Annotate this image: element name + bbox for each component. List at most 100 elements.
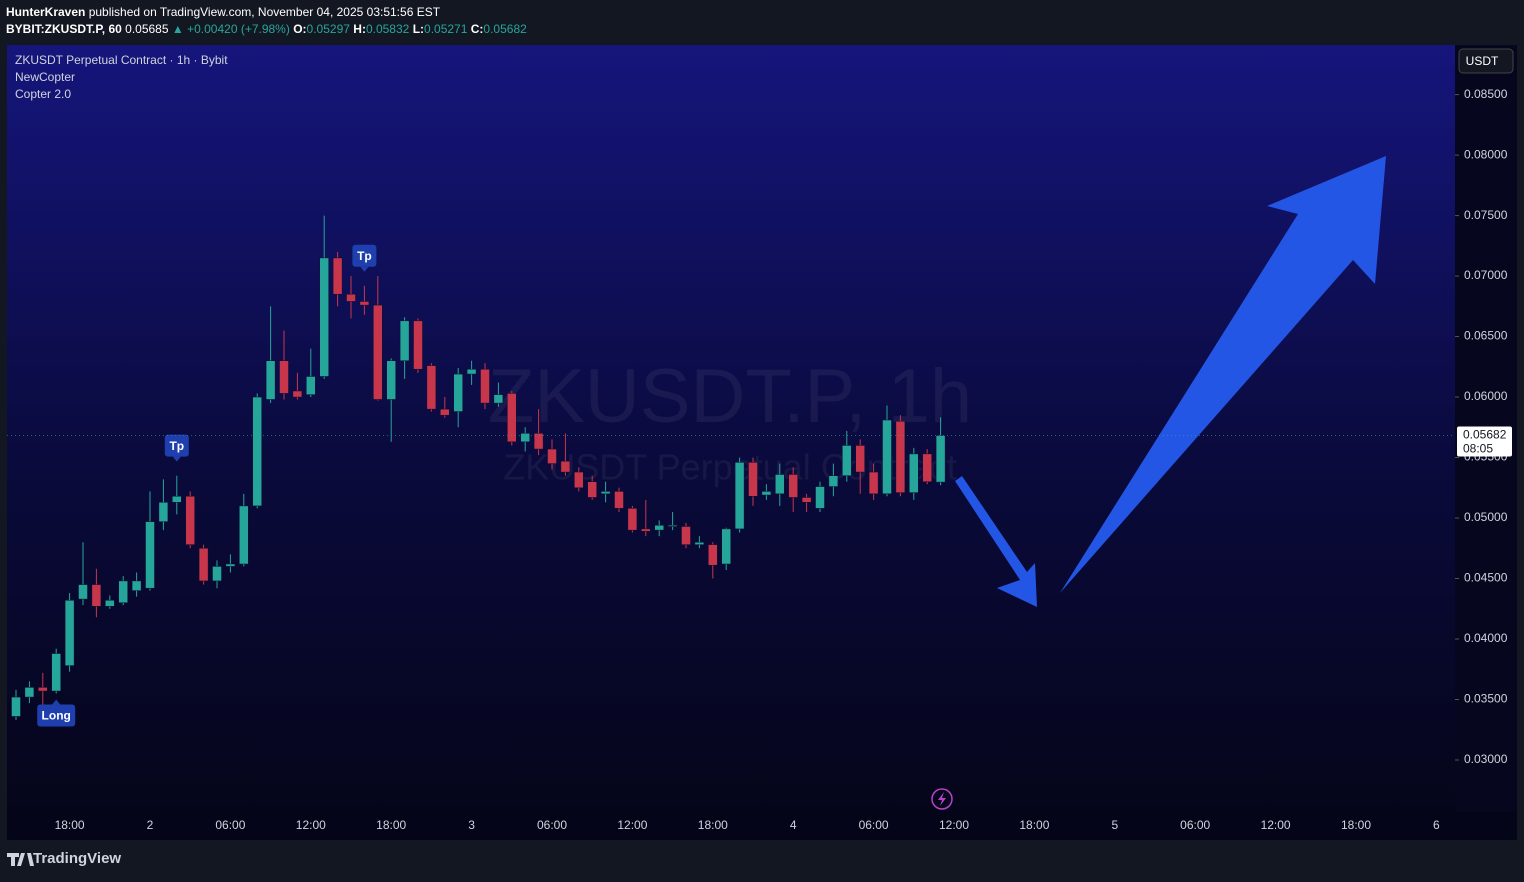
- body: [239, 505, 249, 565]
- x-tick-label: 06:00: [537, 818, 567, 832]
- candle: [413, 318, 423, 373]
- signal-pointer: [172, 456, 181, 462]
- candle: [239, 493, 249, 567]
- body: [172, 495, 182, 503]
- y-tick-label: 0.03500: [1464, 692, 1508, 706]
- body: [547, 448, 557, 464]
- l-label: L:: [413, 22, 424, 36]
- body: [399, 320, 410, 362]
- candle: [842, 430, 852, 482]
- body: [895, 420, 906, 493]
- body: [319, 257, 329, 377]
- y-tick-label: 0.04000: [1464, 631, 1508, 645]
- candle: [828, 463, 839, 497]
- body: [332, 257, 343, 295]
- candle: [654, 520, 664, 537]
- candle: [815, 481, 825, 512]
- candle: [775, 463, 785, 506]
- candle: [761, 484, 772, 500]
- candle: [547, 439, 557, 470]
- x-tick-label: 06:00: [215, 818, 245, 832]
- signal-pointer: [360, 266, 369, 272]
- candle: [158, 479, 169, 531]
- candle: [91, 568, 102, 618]
- legend-title[interactable]: ZKUSDT Perpetual Contract · 1h · Bybit: [15, 53, 228, 67]
- x-tick-label: 5: [1111, 818, 1118, 832]
- x-tick-label: 18:00: [55, 818, 85, 832]
- arrow-down: [955, 476, 1037, 607]
- y-tick-label: 0.08000: [1464, 147, 1508, 161]
- body: [265, 360, 276, 400]
- indicator[interactable]: Copter 2.0: [15, 87, 71, 101]
- body: [185, 495, 195, 545]
- signal-label: Tp: [169, 439, 184, 453]
- body: [426, 365, 437, 410]
- y-tick-label: 0.06500: [1464, 329, 1508, 343]
- signal-label: Tp: [357, 249, 372, 263]
- candle: [453, 368, 463, 428]
- plot-area: [7, 45, 1455, 812]
- arrow-up: [1060, 156, 1386, 593]
- body: [788, 474, 798, 498]
- body: [734, 462, 745, 530]
- body: [292, 390, 303, 398]
- c: 0.05682: [483, 22, 527, 36]
- body: [413, 320, 423, 370]
- body: [24, 687, 35, 698]
- body: [748, 462, 758, 497]
- last: 0.05685: [125, 22, 169, 36]
- body: [480, 368, 490, 404]
- candle: [721, 527, 731, 571]
- candle: [935, 417, 946, 486]
- signal-marker: [164, 434, 189, 457]
- body: [882, 419, 892, 495]
- candle: [895, 415, 906, 497]
- x-tick-label: 12:00: [617, 818, 647, 832]
- body: [466, 368, 477, 375]
- candle: [681, 522, 691, 549]
- candle: [560, 433, 571, 476]
- candle: [105, 595, 115, 609]
- y-tick-label: 0.07000: [1464, 268, 1508, 282]
- candle: [868, 463, 879, 500]
- published: published on TradingView.com, November 0…: [89, 5, 441, 19]
- body: [922, 453, 932, 482]
- candle: [855, 439, 865, 494]
- body: [386, 360, 396, 400]
- candle: [225, 554, 236, 573]
- last-price-box: [1457, 426, 1512, 457]
- body: [828, 475, 839, 487]
- x-tick-label: 18:00: [1341, 818, 1371, 832]
- body: [507, 393, 517, 443]
- currency[interactable]: USDT: [1466, 54, 1499, 68]
- x-tick-label: 06:00: [1180, 818, 1210, 832]
- time-axis: [7, 812, 1517, 840]
- x-tick-label: 18:00: [1019, 818, 1049, 832]
- currency-button[interactable]: [1458, 48, 1514, 74]
- body: [775, 474, 785, 495]
- candle: [667, 511, 678, 531]
- body: [373, 304, 383, 400]
- candle: [252, 393, 262, 509]
- author: HunterKraven: [6, 5, 85, 19]
- y-tick-label: 0.04500: [1464, 571, 1508, 585]
- signal-label: Long: [42, 709, 71, 723]
- indicator[interactable]: NewCopter: [15, 70, 75, 84]
- body: [935, 435, 946, 483]
- header-line: HunterKraven published on TradingView.co…: [6, 5, 441, 19]
- body: [38, 687, 48, 692]
- x-tick-label: 18:00: [698, 818, 728, 832]
- events-icon[interactable]: [931, 788, 953, 810]
- brand: TradingView: [33, 850, 121, 867]
- o-label: O:: [293, 22, 306, 36]
- body: [560, 460, 571, 473]
- candle: [265, 306, 276, 404]
- body: [212, 566, 222, 582]
- body: [815, 486, 825, 509]
- body: [654, 525, 664, 531]
- candle: [587, 475, 597, 500]
- candle: [909, 447, 919, 500]
- body: [520, 433, 530, 443]
- candle: [332, 251, 343, 307]
- body: [453, 373, 463, 412]
